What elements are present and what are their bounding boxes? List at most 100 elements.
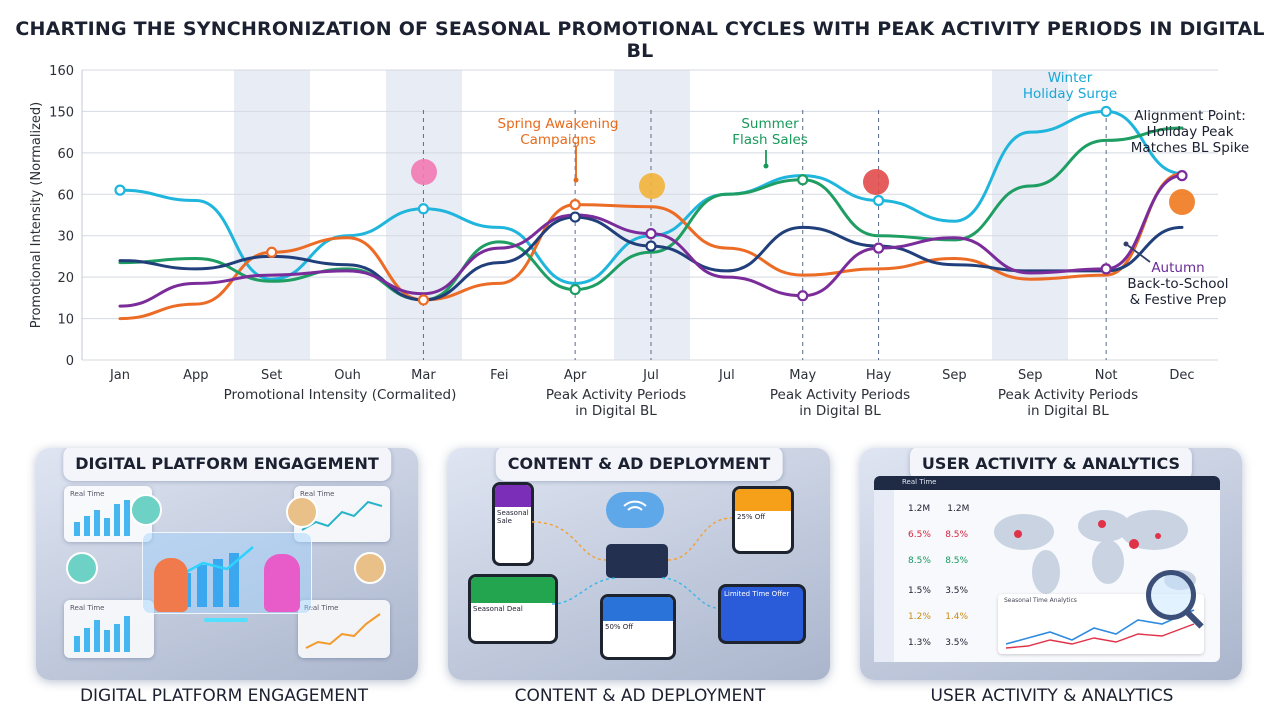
world-map-icon (994, 510, 1196, 594)
panel-platform-engagement: DIGITAL PLATFORM ENGAGEMENT Real Time Re… (36, 448, 418, 680)
y-tick-label: 30 (57, 230, 74, 245)
x-tick-label: Fei (490, 368, 508, 383)
stat-row: 6.5% 8.5% (908, 530, 969, 540)
data-point (417, 294, 430, 306)
person-icon (154, 558, 188, 612)
y-tick-label: 60 (57, 188, 74, 203)
annotation-label: Holiday Peak (1146, 124, 1233, 140)
stat-row: 1.3% 3.5% (908, 638, 969, 648)
season-band (234, 70, 310, 360)
ad-text: 25% Off (737, 513, 766, 521)
x-tick-label: App (183, 368, 208, 383)
annotation-label: Winter (1048, 70, 1093, 86)
annotation-label: Autumn (1151, 260, 1204, 276)
x-tick-label: Jan (109, 368, 130, 383)
flower-icon (411, 159, 437, 185)
annotation-label: & Festive Prep (1130, 292, 1227, 308)
x-tick-label: Hay (866, 368, 892, 383)
x-tick-label: Sep (1018, 368, 1043, 383)
annotation-label: Holiday Surge (1023, 86, 1117, 102)
data-point (569, 283, 581, 296)
annotation-label: Back-to-School (1127, 276, 1228, 292)
x-tick-label: Jul (718, 368, 735, 383)
y-axis-label: Promotional Intensity (Normalized) (29, 102, 44, 328)
ad-text: Seasonal Sale (497, 509, 529, 525)
data-point (266, 246, 278, 258)
dashboard-sidebar (874, 490, 894, 662)
data-point (645, 240, 657, 252)
ad-text: Limited Time Offer (724, 590, 790, 598)
data-point (569, 211, 581, 223)
data-point (872, 194, 885, 207)
pumpkin-icon (1169, 189, 1195, 215)
data-point (645, 228, 657, 240)
annotation-arrow (1125, 243, 1151, 263)
card-label: Real Time (70, 490, 105, 498)
y-tick-label: 10 (57, 313, 74, 328)
y-tick-label: 150 (49, 105, 74, 120)
annotation-label: Alignment Point: (1134, 108, 1246, 124)
dashboard-title: Real Time (902, 478, 937, 486)
data-point (872, 242, 885, 254)
bars-icon (74, 616, 130, 652)
y-tick-label: 160 (49, 64, 74, 79)
chart-title: CHARTING THE SYNCHRONIZATION OF SEASONAL… (15, 18, 1265, 62)
trend-icon (301, 500, 383, 531)
panel-caption: USER ACTIVITY & ANALYTICS (930, 686, 1174, 706)
x-tick-label: Not (1095, 368, 1118, 383)
avatar-icon (354, 552, 386, 584)
data-point (417, 203, 430, 215)
stat-row: 1.2M 1.2M (908, 504, 970, 514)
tablet-device: Seasonal Deal (468, 574, 558, 644)
annotation-label: Summer (741, 116, 799, 132)
panel-content-deployment: CONTENT & AD DEPLOYMENT Seasonal Sale 25… (448, 448, 830, 680)
connection-lines (531, 517, 733, 609)
annotation-label: Flash Sales (732, 132, 808, 148)
annotation-arrow-head (763, 163, 769, 169)
dashboard-header: Real Time (874, 476, 1220, 490)
person-icon (264, 554, 300, 612)
stat-row: 8.5% 8.5% (908, 556, 969, 566)
y-tick-label: 20 (57, 271, 74, 286)
x-tick-label: Mar (411, 368, 436, 383)
x-tick-label: Ouh (334, 368, 361, 383)
laptop-device: Limited Time Offer (718, 584, 806, 644)
x-sub-label: Promotional Intensity (Cormalited) (224, 387, 457, 403)
data-point (114, 184, 126, 196)
x-tick-label: May (789, 368, 816, 383)
panel-caption: DIGITAL PLATFORM ENGAGEMENT (79, 686, 369, 706)
x-sub-label: Peak Activity Periods (770, 387, 910, 403)
data-point (1100, 105, 1112, 118)
data-point (1100, 263, 1112, 275)
annotation-arrow-head (573, 177, 579, 183)
series-line (118, 174, 1184, 308)
card-label: Real Time (304, 604, 339, 612)
panel-caption: CONTENT & AD DEPLOYMENT (514, 686, 766, 706)
stat-row: 1.5% 3.5% (908, 586, 969, 596)
avatar-icon (130, 494, 162, 526)
x-tick-label: Apr (564, 368, 587, 383)
y-tick-label: 60 (57, 147, 74, 162)
sunglasses-icon (639, 173, 665, 199)
panel-title: CONTENT & AD DEPLOYMENT (495, 448, 783, 481)
annotation-arrow-head (1123, 241, 1129, 247)
x-tick-label: Jul (642, 368, 659, 383)
data-point (797, 290, 809, 302)
router-icon (606, 544, 668, 578)
avatar-icon (286, 496, 318, 528)
avatar-icon (66, 552, 98, 584)
x-tick-label: Sep (942, 368, 967, 383)
mini-bar-card: Real Time (64, 600, 154, 658)
data-point (1176, 170, 1188, 182)
x-sub-label: in Digital BL (1027, 403, 1109, 419)
panel-title: DIGITAL PLATFORM ENGAGEMENT (63, 448, 391, 481)
mini-line-card: Real Time (298, 600, 390, 658)
annotation-label: Spring Awakening (498, 116, 619, 132)
panel-user-analytics: USER ACTIVITY & ANALYTICS Real Time 1.2M… (860, 448, 1242, 680)
season-band (992, 70, 1068, 360)
x-tick-label: Set (261, 368, 282, 383)
data-point (569, 199, 581, 211)
chart-svg: 0 10 20 30 60 60 150 160 Promotional Intensity (… (29, 64, 1249, 419)
data-point (797, 174, 809, 186)
phone-device: Seasonal Sale (492, 482, 534, 566)
